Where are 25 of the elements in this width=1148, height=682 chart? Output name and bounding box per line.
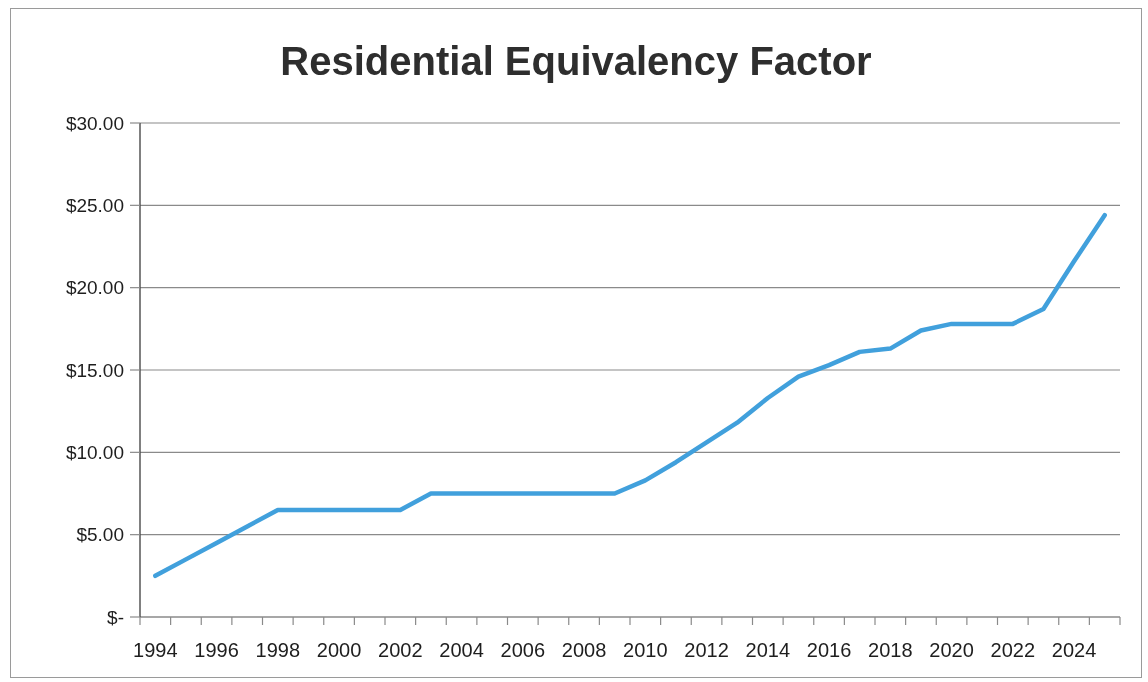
y-tick-label: $20.00 [65,277,124,299]
x-tick-label: 2024 [1051,639,1097,662]
y-tick-label: $10.00 [65,442,124,464]
x-tick-label: 2014 [745,639,791,662]
x-tick-label: 2020 [929,639,974,662]
x-tick-label: 1994 [133,639,178,662]
y-tick-label: $5.00 [76,524,124,546]
x-tick-label: 2006 [500,639,546,662]
x-tick-label: 1998 [255,639,301,662]
x-tick-label: 2008 [561,639,607,662]
y-tick-label: $30.00 [65,112,124,134]
x-tick-label: 2022 [990,639,1036,662]
x-tick-label: 2010 [623,639,668,662]
y-tick-label: $- [107,606,124,628]
x-tick-label: 2000 [316,639,362,662]
x-tick-label: 2002 [378,639,423,662]
x-tick-label: 2004 [439,639,484,662]
line-series [153,212,1107,579]
x-tick-label: 2016 [806,639,852,662]
x-tick-label: 1996 [194,639,239,662]
x-tick-label: 2018 [868,639,913,662]
chart-title: Residential Equivalency Factor [279,39,873,83]
y-tick-label: $25.00 [65,195,124,217]
x-tick-label: 2012 [684,639,729,662]
y-tick-label: $15.00 [65,359,124,381]
